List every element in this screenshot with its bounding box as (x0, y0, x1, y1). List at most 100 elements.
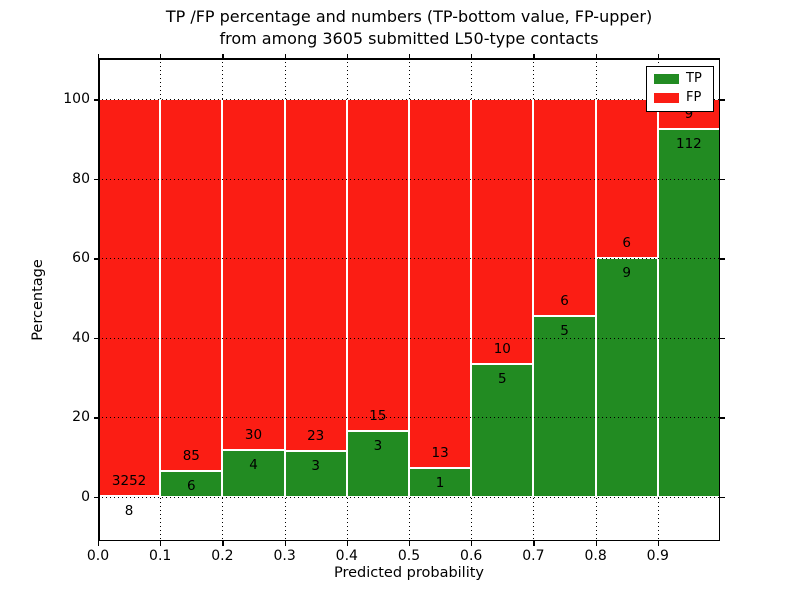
chart-title: TP /FP percentage and numbers (TP-bottom… (98, 6, 720, 50)
x-tick-bottom-0.8 (595, 541, 597, 546)
bar-fp-count-label-1: 85 (182, 447, 200, 464)
axis-spine-right (718, 58, 720, 541)
gridline-h-80 (98, 178, 720, 180)
bar-fp-segment-7 (533, 99, 596, 317)
gridline-h-0 (98, 496, 720, 498)
axis-spine-top (98, 58, 720, 60)
legend-fp-swatch (654, 93, 679, 103)
x-tick-top-0.8 (595, 53, 597, 58)
y-tick-left-40 (93, 337, 98, 340)
bar-fp-count-label-9: 9 (684, 105, 694, 122)
bar-fp-count-label-3: 23 (307, 428, 325, 444)
bar-tp-segment-6 (471, 364, 534, 497)
bar-tp-count-label-0: 8 (124, 502, 134, 519)
x-tick-label-0.9: 0.9 (646, 548, 669, 564)
legend-item-fp: FP (654, 91, 713, 105)
x-tick-label-0.8: 0.8 (584, 548, 607, 564)
bar-tp-segment-2 (222, 450, 285, 497)
bar-tp-segment-3 (284, 451, 347, 497)
bar-fp-count-label-5: 13 (431, 445, 449, 462)
chart-title-line2: from among 3605 submitted L50-type conta… (219, 29, 599, 48)
x-tick-top-0.3 (284, 53, 286, 58)
x-tick-top-0.1 (160, 53, 162, 58)
gridline-h-60 (98, 258, 720, 260)
y-tick-right-80 (720, 178, 725, 181)
bar-fp-count-label-6: 10 (493, 341, 511, 358)
x-tick-label-0.5: 0.5 (397, 548, 421, 564)
y-tick-label-0: 0 (81, 488, 90, 505)
bar-tp-count-label-6: 5 (498, 371, 507, 388)
x-tick-bottom-0.4 (346, 541, 349, 546)
y-tick-label-80: 80 (72, 170, 90, 187)
x-tick-bottom-0.0 (98, 541, 100, 546)
y-tick-label-60: 60 (72, 250, 90, 267)
x-tick-label-0.2: 0.2 (211, 548, 234, 564)
bar-fp-segment-4 (346, 99, 409, 431)
bar-fp-count-label-2: 30 (244, 427, 263, 444)
x-tick-top-0.6 (471, 53, 473, 58)
bar-tp-segment-1 (160, 470, 223, 497)
bar-tp-segment-8 (595, 258, 658, 497)
legend-item-tp: TP (654, 72, 713, 86)
bar-fp-count-label-4: 15 (369, 407, 387, 424)
y-tick-left-80 (93, 178, 98, 181)
y-axis-label: Percentage (30, 259, 46, 341)
legend-item-label: FP (686, 90, 702, 105)
bar-fp-segment-6 (471, 99, 534, 365)
y-tick-left-60 (93, 258, 98, 260)
chart-title-line1: TP /FP percentage and numbers (TP-bottom… (165, 7, 653, 26)
x-tick-bottom-0.3 (284, 541, 286, 546)
bar-tp-segment-7 (533, 316, 596, 497)
x-tick-bottom-0.7 (533, 541, 535, 546)
y-tick-label-40: 40 (72, 329, 90, 346)
x-tick-label-0.1: 0.1 (149, 548, 172, 564)
legend: TP FP (646, 66, 714, 112)
gridline-h-100 (98, 99, 720, 101)
x-tick-top-0.0 (98, 53, 100, 58)
y-tick-right-0 (720, 496, 725, 499)
y-tick-left-20 (93, 417, 98, 419)
bar-tp-count-label-3: 3 (311, 458, 320, 474)
gridline-h-40 (98, 337, 720, 339)
x-tick-bottom-0.2 (222, 541, 224, 546)
bar-tp-count-label-9: 112 (676, 135, 702, 152)
bar-tp-count-label-5: 1 (435, 475, 445, 492)
x-axis-label: Predicted probability (333, 565, 485, 581)
gridline-h-20 (98, 417, 720, 419)
bar-tp-count-label-2: 4 (249, 457, 258, 474)
bar-tp-count-label-4: 3 (373, 437, 383, 454)
y-tick-left-0 (93, 496, 98, 499)
x-tick-label-0.3: 0.3 (273, 548, 296, 564)
y-tick-right-60 (720, 258, 725, 260)
x-tick-bottom-0.5 (409, 541, 411, 546)
x-tick-top-0.5 (409, 53, 411, 58)
bar-fp-count-label-7: 6 (560, 293, 569, 310)
legend-item-label: TP (686, 71, 702, 86)
x-tick-label-0.4: 0.4 (335, 548, 358, 564)
axis-spine-bottom (98, 539, 720, 541)
x-tick-top-0.4 (346, 53, 349, 58)
axis-spine-left (98, 58, 100, 541)
bar-tp-segment-5 (409, 468, 472, 497)
y-tick-label-20: 20 (72, 409, 90, 426)
bar-tp-count-label-1: 6 (187, 477, 196, 494)
legend-tp-swatch (654, 74, 679, 84)
y-tick-right-100 (720, 99, 725, 101)
x-tick-top-0.7 (533, 53, 535, 58)
bar-tp-count-label-7: 5 (560, 323, 569, 340)
y-tick-right-20 (720, 417, 725, 419)
x-tick-bottom-0.6 (471, 541, 473, 546)
bar-fp-count-label-8: 6 (622, 235, 631, 252)
y-tick-right-40 (720, 337, 725, 340)
x-tick-bottom-0.9 (657, 541, 660, 546)
bar-fp-segment-0 (98, 99, 161, 496)
x-tick-bottom-0.1 (160, 541, 162, 546)
bar-fp-segment-8 (595, 99, 658, 259)
bar-fp-segment-2 (222, 99, 285, 451)
x-tick-top-0.2 (222, 53, 224, 58)
x-tick-label-0.6: 0.6 (460, 548, 483, 564)
x-tick-label-0.7: 0.7 (522, 548, 545, 564)
bar-fp-segment-3 (284, 99, 347, 451)
bar-fp-segment-1 (160, 99, 223, 471)
